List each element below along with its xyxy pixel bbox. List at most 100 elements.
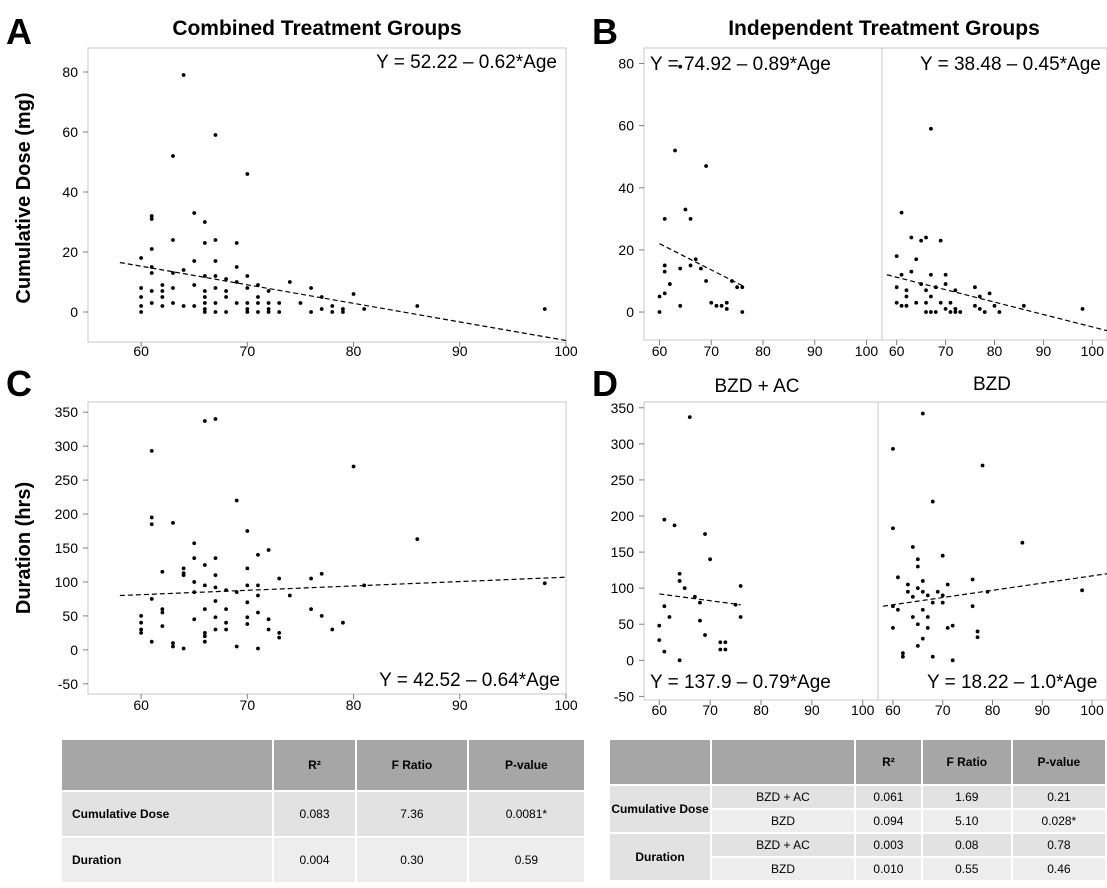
y-tick-label: 80 xyxy=(618,56,634,72)
x-tick-label: 80 xyxy=(755,343,771,359)
x-tick-label: 100 xyxy=(1081,343,1105,359)
data-point xyxy=(181,304,186,308)
data-point xyxy=(351,292,356,296)
data-point xyxy=(139,286,144,290)
data-point xyxy=(202,639,207,644)
data-point xyxy=(945,582,950,587)
data-point xyxy=(723,647,728,652)
data-point xyxy=(678,266,683,271)
x-tick-label: 60 xyxy=(885,702,901,718)
data-point xyxy=(213,133,218,137)
plot-layer: 0 20 40 60 80 60 70 80 90 100 0 20 40 60 80 60 70 80 90 100… xyxy=(55,47,1107,718)
data-point xyxy=(160,304,165,308)
data-point xyxy=(192,304,197,308)
data-point xyxy=(330,310,335,314)
data-point xyxy=(213,417,218,421)
data-point xyxy=(224,588,228,593)
panel-a-title: Combined Treatment Groups xyxy=(172,17,461,40)
data-point xyxy=(900,651,905,655)
data-point xyxy=(953,288,958,293)
data-point xyxy=(704,279,708,283)
y-tick-label: -50 xyxy=(614,688,634,704)
data-point xyxy=(718,647,723,652)
table2-cell-f: 0.55 xyxy=(922,858,1011,880)
data-point xyxy=(678,303,683,308)
data-point xyxy=(920,589,925,594)
data-point xyxy=(935,589,940,594)
data-point xyxy=(693,257,698,262)
table2-cell-r2: 0.010 xyxy=(856,858,921,880)
data-point xyxy=(192,541,197,546)
panel-d-group-left: BZD + AC xyxy=(715,376,800,397)
data-point xyxy=(657,638,662,643)
data-point xyxy=(667,615,672,619)
table2-cell-p: 0.46 xyxy=(1012,858,1105,880)
data-point xyxy=(943,307,948,311)
data-point xyxy=(740,310,745,314)
data-point xyxy=(139,295,144,299)
data-point xyxy=(899,272,904,277)
data-point xyxy=(234,498,239,503)
x-tick-label: 70 xyxy=(240,697,256,713)
x-tick-label: 90 xyxy=(452,697,468,713)
table1-header-f: F Ratio xyxy=(357,740,467,790)
data-point xyxy=(341,310,345,314)
x-tick-label: 70 xyxy=(703,343,719,359)
y-tick-label: 50 xyxy=(618,616,634,632)
data-point xyxy=(192,617,197,622)
data-point xyxy=(657,623,662,628)
data-point xyxy=(910,545,915,549)
table2-header-f: F Ratio xyxy=(922,740,1011,784)
x-tick-label: 90 xyxy=(807,343,823,359)
data-point xyxy=(948,300,953,305)
data-point xyxy=(678,64,683,69)
x-tick-label: 100 xyxy=(855,343,879,359)
data-point xyxy=(213,599,218,603)
x-tick-label: 100 xyxy=(1080,702,1104,718)
table2-cell-p: 0.21 xyxy=(1012,786,1105,808)
table2-header-r2: R² xyxy=(856,740,921,784)
data-point xyxy=(950,623,955,628)
data-point xyxy=(687,415,692,420)
data-point xyxy=(224,310,228,314)
table2-cell-r2: 0.061 xyxy=(856,786,921,808)
x-tick-label: 60 xyxy=(133,697,149,713)
data-point xyxy=(213,274,218,278)
data-point xyxy=(662,263,667,268)
data-point xyxy=(192,259,197,263)
data-point xyxy=(192,580,197,584)
data-point xyxy=(277,301,282,305)
table2-header-p: P-value xyxy=(1012,740,1105,784)
table2-group-label: Duration xyxy=(610,834,710,880)
data-point xyxy=(718,640,723,645)
data-point xyxy=(171,644,175,649)
data-point xyxy=(662,604,667,609)
panel-letter-c: C xyxy=(6,363,32,404)
y-tick-label: 0 xyxy=(626,652,634,668)
data-point xyxy=(213,573,218,578)
data-point xyxy=(894,300,899,305)
table1-cell-r2: 0.004 xyxy=(274,838,356,882)
table2-cell-sub: BZD + AC xyxy=(712,834,854,856)
y-tick-label: 300 xyxy=(55,438,79,454)
table1-cell-p: 0.59 xyxy=(468,838,584,882)
data-point xyxy=(945,625,950,630)
data-point xyxy=(699,266,703,271)
x-tick-label: 60 xyxy=(889,343,905,359)
data-point xyxy=(149,217,154,221)
data-point xyxy=(891,604,895,609)
data-point xyxy=(287,593,292,598)
data-point xyxy=(245,583,250,588)
data-point xyxy=(234,644,239,649)
y-tick-label: 20 xyxy=(62,244,78,260)
trend-line xyxy=(882,573,1107,607)
data-point xyxy=(657,294,662,299)
data-point xyxy=(330,304,335,308)
data-point xyxy=(929,294,933,299)
data-point xyxy=(1080,307,1085,311)
data-point xyxy=(319,571,324,576)
data-point xyxy=(973,303,977,308)
data-point xyxy=(933,285,938,290)
data-point xyxy=(139,620,144,625)
table1-header-blank xyxy=(62,740,272,790)
